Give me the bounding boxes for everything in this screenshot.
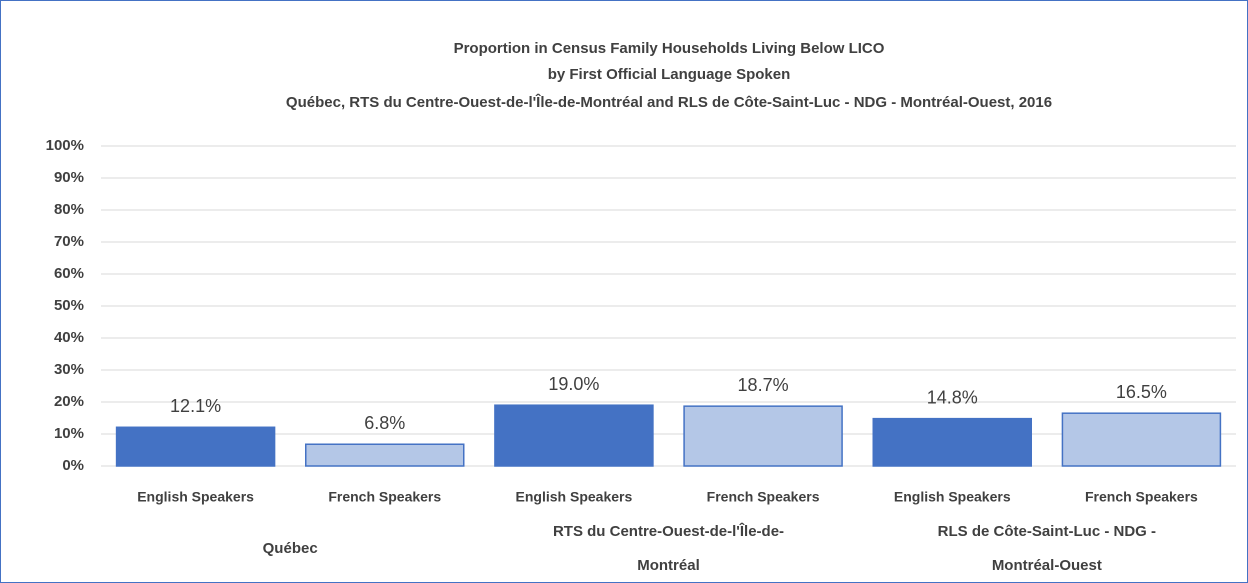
chart-title: Proportion in Census Family Households L… xyxy=(454,40,885,57)
y-tick-label: 90% xyxy=(54,169,84,186)
chart-title: Québec, RTS du Centre-Ouest-de-l'Île-de-… xyxy=(286,93,1052,111)
bar xyxy=(872,417,1032,467)
bar xyxy=(683,405,843,467)
chart-title: by First Official Language Spoken xyxy=(548,66,791,83)
value-label: 12.1% xyxy=(170,396,221,416)
group-label: Québec xyxy=(262,540,318,557)
y-tick-label: 10% xyxy=(54,425,84,442)
x-tick-label: French Speakers xyxy=(707,489,820,505)
group-label: RLS de Côte-Saint-Luc - NDG - Montréal-O… xyxy=(937,523,1156,574)
x-tick-label: English Speakers xyxy=(137,489,254,505)
bar xyxy=(1061,412,1222,467)
x-tick-label: English Speakers xyxy=(516,489,633,505)
bar xyxy=(305,443,465,467)
value-label: 18.7% xyxy=(738,375,789,395)
y-tick-label: 50% xyxy=(54,297,84,314)
bar xyxy=(494,404,654,467)
value-label: 19.0% xyxy=(548,374,599,394)
value-label: 14.8% xyxy=(927,387,978,407)
value-label: 6.8% xyxy=(364,413,405,433)
value-label: 16.5% xyxy=(1116,382,1167,402)
y-tick-label: 80% xyxy=(54,201,84,218)
group-label: RTS du Centre-Ouest-de-l'Île-de-Montréal xyxy=(552,523,785,574)
y-tick-label: 20% xyxy=(54,393,84,410)
y-tick-label: 70% xyxy=(54,233,84,250)
y-tick-label: 100% xyxy=(46,137,84,154)
x-tick-label: French Speakers xyxy=(1085,489,1198,505)
y-tick-label: 60% xyxy=(54,265,84,282)
y-tick-label: 0% xyxy=(62,457,84,474)
y-tick-label: 30% xyxy=(54,361,84,378)
bar xyxy=(115,426,276,467)
x-tick-label: English Speakers xyxy=(894,489,1011,505)
y-tick-label: 40% xyxy=(54,329,84,346)
x-tick-label: French Speakers xyxy=(328,489,441,505)
